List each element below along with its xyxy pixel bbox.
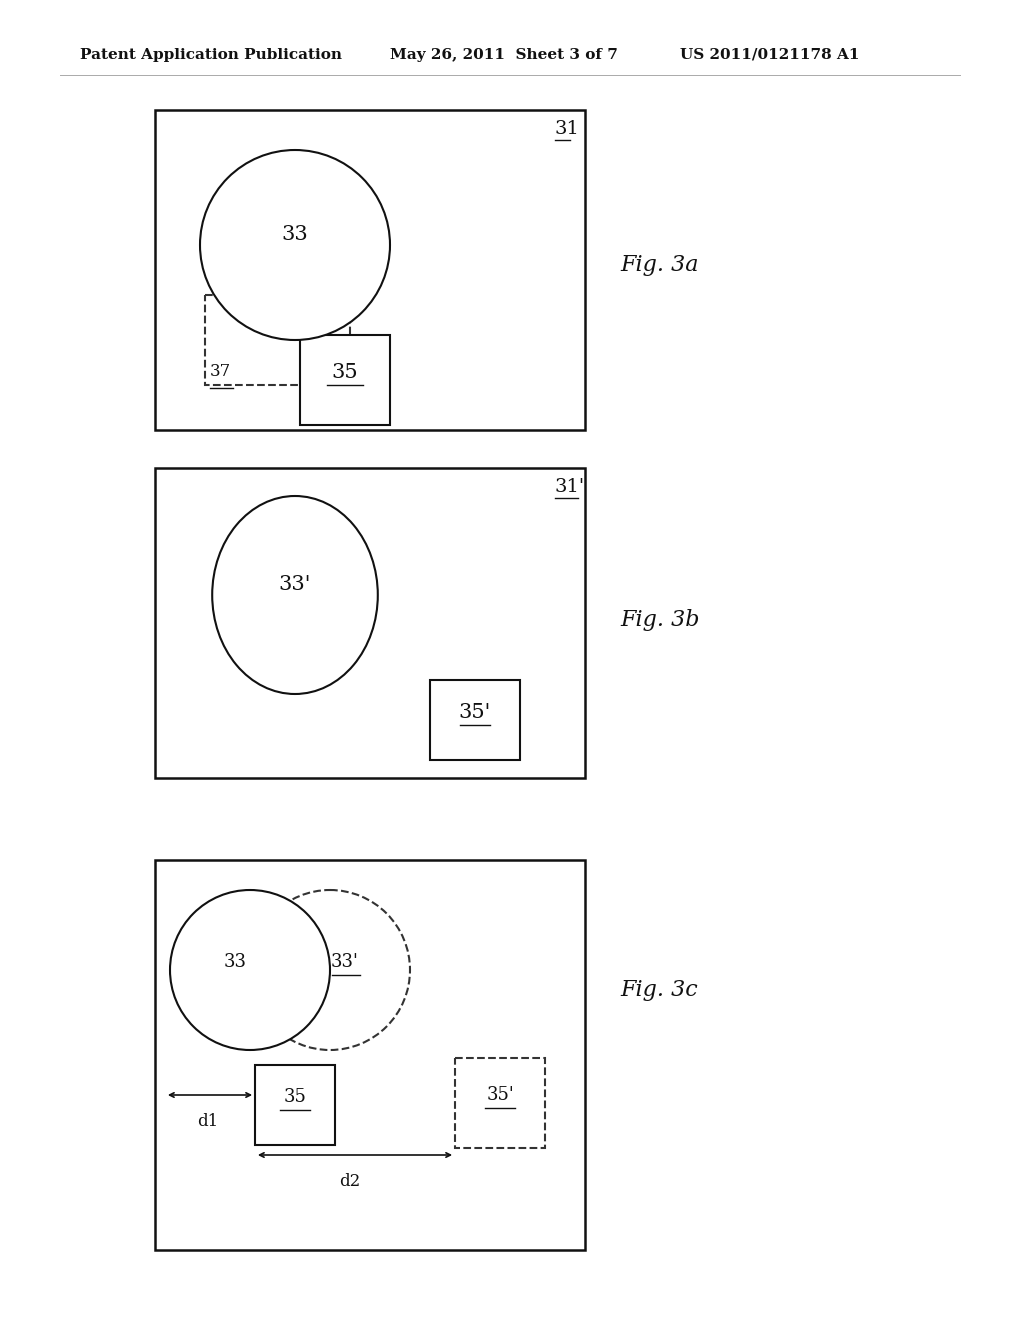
- Text: 35': 35': [459, 702, 492, 722]
- Text: Patent Application Publication: Patent Application Publication: [80, 48, 342, 62]
- Text: 33': 33': [331, 953, 359, 972]
- Circle shape: [170, 890, 330, 1049]
- Circle shape: [200, 150, 390, 341]
- Bar: [300, 335, 390, 425]
- Bar: [155, 861, 585, 1250]
- Text: Fig. 3a: Fig. 3a: [620, 253, 698, 276]
- Text: Fig. 3c: Fig. 3c: [620, 979, 697, 1001]
- Bar: [155, 110, 585, 430]
- Ellipse shape: [212, 496, 378, 694]
- Text: 33: 33: [223, 953, 247, 972]
- Bar: [155, 469, 585, 777]
- Text: 35': 35': [486, 1086, 514, 1104]
- Text: 35: 35: [332, 363, 358, 381]
- Text: 31: 31: [555, 120, 580, 139]
- Text: d2: d2: [339, 1173, 360, 1191]
- Text: US 2011/0121178 A1: US 2011/0121178 A1: [680, 48, 859, 62]
- Text: d1: d1: [198, 1113, 219, 1130]
- Text: 33': 33': [279, 576, 311, 594]
- Text: 37: 37: [210, 363, 231, 380]
- Bar: [430, 680, 520, 760]
- Text: May 26, 2011  Sheet 3 of 7: May 26, 2011 Sheet 3 of 7: [390, 48, 617, 62]
- Text: 33: 33: [282, 226, 308, 244]
- Text: 35: 35: [284, 1088, 306, 1106]
- Bar: [455, 1059, 545, 1148]
- Text: Fig. 3b: Fig. 3b: [620, 609, 699, 631]
- Text: 31': 31': [555, 478, 585, 496]
- Bar: [255, 1065, 335, 1144]
- Bar: [205, 294, 350, 385]
